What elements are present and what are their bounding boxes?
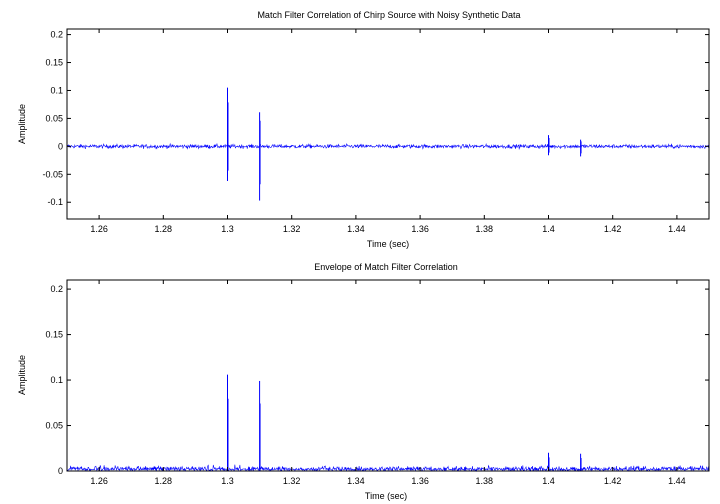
y-tick-label: 0.05 (45, 113, 63, 123)
y-tick-label: 0.15 (45, 330, 63, 340)
y-tick-label: 0.15 (45, 58, 63, 68)
x-tick-label: 1.32 (283, 476, 301, 486)
y-tick-label: 0.1 (50, 375, 63, 385)
x-tick-label: 1.3 (221, 224, 234, 234)
plot-frame (66, 279, 710, 472)
y-tick-label: 0.05 (45, 421, 63, 431)
y-axis-label: Amplitude (17, 104, 27, 144)
x-tick-label: 1.36 (411, 476, 429, 486)
axes-group: 1.26 1.28 1.3 1.32 1.34 1.36 1.38 1.4 1.42 1.44 0 0… (45, 280, 709, 486)
y-tick-label: 0.2 (50, 30, 63, 40)
x-tick-label: 1.26 (90, 224, 108, 234)
x-tick-label: 1.44 (668, 476, 686, 486)
y-axis-label: Amplitude (17, 355, 27, 395)
x-tick-label: 1.34 (347, 224, 365, 234)
x-tick-label: 1.36 (411, 224, 429, 234)
x-tick-label: 1.28 (155, 476, 173, 486)
chart-title: Match Filter Correlation of Chirp Source… (257, 10, 520, 20)
y-tick-label: 0 (58, 466, 63, 476)
axes-group: 1.26 1.28 1.3 1.32 1.34 1.36 1.38 1.4 1.42 1.44 -0… (42, 29, 709, 234)
correlation-chart: Match Filter Correlation of Chirp Source… (17, 10, 710, 249)
y-tick-label: -0.1 (47, 197, 63, 207)
x-axis-label: Time (sec) (367, 239, 409, 249)
x-tick-label: 1.44 (668, 224, 686, 234)
x-tick-label: 1.26 (90, 476, 108, 486)
x-tick-label: 1.4 (542, 224, 555, 234)
series-group (66, 374, 710, 472)
y-tick-label: 0.1 (50, 85, 63, 95)
x-tick-label: 1.34 (347, 476, 365, 486)
chart-title: Envelope of Match Filter Correlation (314, 262, 458, 272)
x-tick-label: 1.3 (221, 476, 234, 486)
envelope-chart: Envelope of Match Filter Correlation 1.2… (17, 262, 710, 501)
x-tick-label: 1.4 (542, 476, 555, 486)
x-tick-label: 1.38 (476, 224, 494, 234)
series-line (66, 142, 710, 150)
x-tick-label: 1.38 (476, 476, 494, 486)
x-tick-label: 1.32 (283, 224, 301, 234)
x-tick-label: 1.42 (604, 224, 622, 234)
y-tick-label: 0 (58, 141, 63, 151)
x-axis-label: Time (sec) (365, 491, 407, 501)
series-group (66, 87, 710, 201)
plot-frame (66, 28, 710, 220)
series-line (66, 464, 710, 472)
x-tick-label: 1.28 (155, 224, 173, 234)
x-tick-label: 1.42 (604, 476, 622, 486)
y-tick-label: -0.05 (42, 169, 63, 179)
y-tick-label: 0.2 (50, 284, 63, 294)
